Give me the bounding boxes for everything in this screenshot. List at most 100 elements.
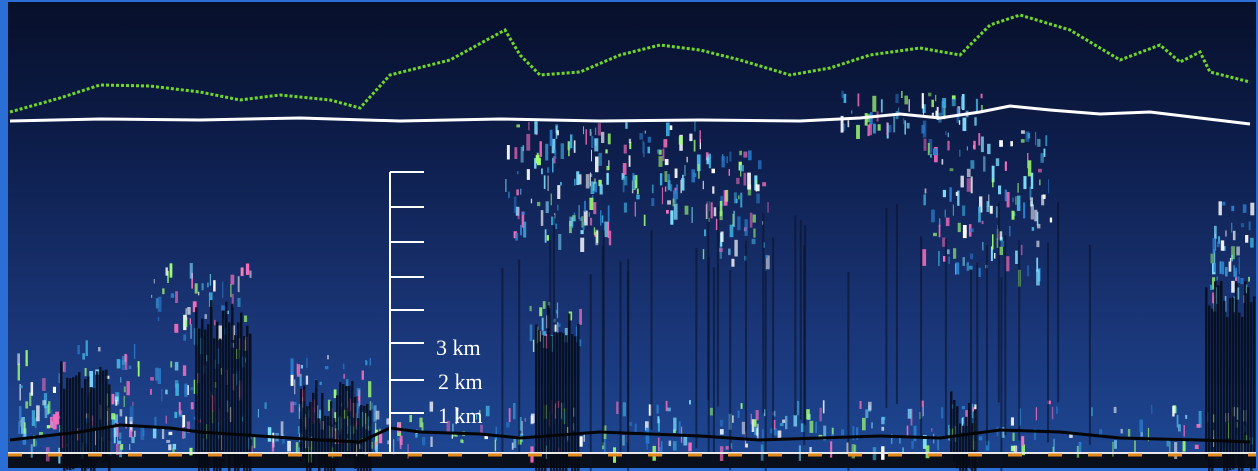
- cloud-streak: [280, 421, 284, 437]
- cloud-streak: [645, 421, 649, 431]
- cloud-streak: [574, 336, 577, 471]
- cloud-streak: [422, 437, 426, 446]
- cloud-streak: [182, 365, 187, 376]
- cloud-streak: [697, 163, 700, 179]
- cloud-streak: [290, 401, 295, 413]
- cloud-streak: [140, 425, 145, 440]
- cloud-streak: [1214, 225, 1217, 239]
- cloud-streak: [155, 367, 159, 381]
- cloud-streak: [281, 434, 285, 444]
- cloud-streak: [1005, 256, 1010, 272]
- cloud-streak: [1020, 244, 1023, 256]
- cloud-streak: [583, 210, 588, 226]
- cloud-streak: [460, 439, 463, 443]
- cloud-streak: [809, 420, 814, 433]
- cloud-streak: [232, 373, 236, 391]
- cloud-streak: [590, 131, 592, 136]
- cloud-streak: [157, 368, 161, 384]
- cloud-streak: [602, 442, 606, 450]
- cloud-streak: [541, 168, 543, 175]
- cloud-streak: [923, 107, 925, 115]
- cloud-streak: [1076, 445, 1080, 458]
- cloud-streak: [39, 432, 44, 438]
- cloud-streak: [529, 324, 533, 342]
- cloud-streak: [664, 159, 669, 166]
- cloud-streak: [528, 121, 530, 131]
- cloud-streak: [1020, 139, 1025, 143]
- cloud-streak: [560, 182, 562, 186]
- cloud-streak: [577, 174, 582, 185]
- cloud-streak: [947, 140, 950, 151]
- cloud-streak: [517, 171, 519, 175]
- cloud-streak: [1010, 141, 1013, 147]
- cloud-streak: [643, 141, 645, 158]
- cloud-streak: [956, 406, 959, 469]
- cloud-streak: [520, 146, 524, 163]
- cloud-streak: [931, 99, 934, 108]
- cloud-streak: [29, 392, 32, 406]
- cloud-streak: [877, 124, 881, 131]
- cloud-streak: [1243, 445, 1245, 452]
- cloud-streak: [532, 339, 535, 352]
- cloud-streak: [755, 184, 760, 192]
- cloud-streak: [361, 411, 365, 427]
- cloud-streak: [19, 385, 23, 389]
- cloud-streak: [1045, 135, 1048, 147]
- cloud-streak: [17, 363, 20, 381]
- cloud-streak: [583, 126, 584, 135]
- cloud-streak: [187, 385, 189, 395]
- cloud-streak: [1091, 407, 1093, 417]
- cloud-streak: [1031, 227, 1035, 231]
- cloud-streak: [908, 99, 910, 112]
- cloud-streak: [96, 371, 99, 464]
- cloud-streak: [1216, 276, 1218, 281]
- cloud-streak: [754, 427, 759, 436]
- cloud-streak: [625, 122, 628, 129]
- cloud-streak: [712, 186, 715, 194]
- cloud-streak: [767, 202, 769, 213]
- cloud-streak: [342, 383, 345, 456]
- cloud-streak: [370, 441, 373, 449]
- cloud-streak: [300, 364, 303, 369]
- cloud-streak: [658, 447, 663, 457]
- cloud-streak: [327, 416, 330, 471]
- cloud-streak: [105, 369, 108, 462]
- cloud-streak: [542, 301, 546, 309]
- cloud-streak: [165, 415, 167, 424]
- cloud-streak: [607, 221, 610, 238]
- cloud-streak: [1214, 281, 1217, 454]
- cloud-streak: [1223, 300, 1226, 471]
- cloud-streak: [1027, 160, 1032, 177]
- cloud-streak: [628, 138, 632, 143]
- cloud-streak: [961, 406, 965, 410]
- cloud-streak: [872, 123, 876, 134]
- cloud-streak: [678, 136, 683, 145]
- cloud-streak: [574, 178, 576, 186]
- cloud-streak: [951, 98, 956, 107]
- cloud-streak: [81, 387, 84, 471]
- cloud-streak: [960, 175, 964, 188]
- cloud-streak: [1036, 269, 1040, 286]
- cloud-streak: [521, 211, 526, 216]
- cloud-streak: [374, 422, 377, 436]
- cloud-streak: [569, 221, 572, 234]
- cloud-streak: [539, 307, 543, 317]
- scale-bar: [389, 171, 424, 452]
- cloud-streak: [1225, 267, 1228, 277]
- cloud-streak: [129, 429, 133, 438]
- cloud-streak: [218, 325, 223, 340]
- cloud-streak: [935, 110, 938, 118]
- cloud-streak: [762, 213, 765, 414]
- cloud-streak: [112, 416, 115, 428]
- cloud-streak: [117, 440, 122, 445]
- cloud-streak: [1033, 428, 1037, 440]
- cloud-streak: [1218, 201, 1222, 216]
- cloud-streak: [867, 124, 870, 137]
- cloud-streak: [666, 210, 669, 214]
- cloud-streak: [1010, 417, 1014, 426]
- cloud-streak: [769, 428, 774, 434]
- cloud-streak: [996, 238, 999, 248]
- cloud-streak: [852, 426, 855, 441]
- cloud-streak: [799, 219, 802, 420]
- cloud-streak: [42, 378, 46, 391]
